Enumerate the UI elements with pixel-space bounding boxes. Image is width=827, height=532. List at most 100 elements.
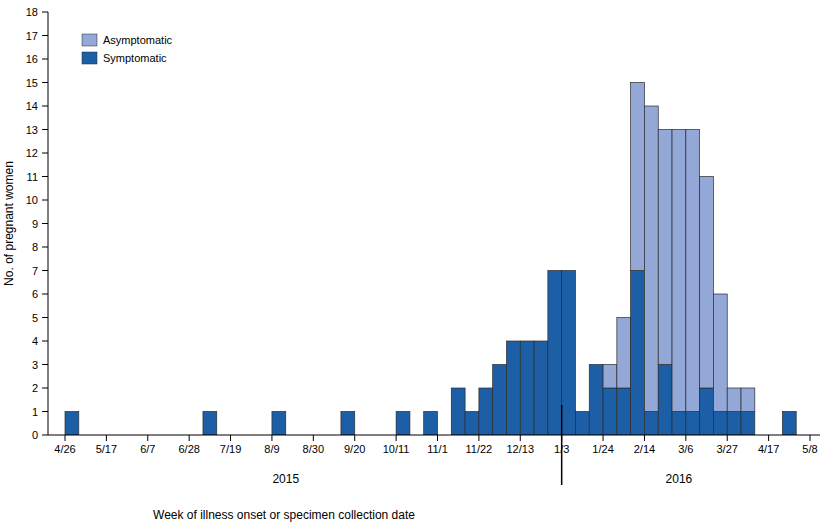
x-tick-label: 2/14 (634, 443, 655, 455)
y-tick-label: 8 (32, 241, 38, 253)
bar-segment (589, 365, 603, 436)
bar-segment (465, 412, 479, 436)
bar-segment (575, 411, 589, 412)
x-tick-label: 9/20 (344, 443, 365, 455)
y-tick-label: 18 (26, 6, 38, 18)
y-tick (42, 270, 48, 271)
bar-segment (479, 388, 493, 435)
x-tick-label: 11/22 (466, 443, 493, 455)
year-label: 2015 (272, 472, 299, 486)
bar-segment (741, 388, 755, 412)
bar-segment (686, 130, 700, 412)
bar-segment (658, 130, 672, 365)
bar-segment (548, 271, 562, 436)
y-tick (42, 106, 48, 107)
legend-swatch (82, 52, 97, 64)
x-tick-label: 11/1 (427, 443, 448, 455)
y-tick (42, 129, 48, 130)
x-tick (354, 435, 355, 441)
x-tick (727, 435, 728, 441)
x-tick-label: 5/8 (802, 443, 817, 455)
bar-segment (603, 388, 617, 435)
bar-segment (272, 412, 286, 436)
x-tick-label: 3/6 (678, 443, 693, 455)
x-tick (189, 435, 190, 441)
y-tick (42, 317, 48, 318)
y-tick-label: 11 (27, 171, 38, 183)
x-tick-label: 10/11 (383, 443, 410, 455)
x-tick (147, 435, 148, 441)
x-tick (313, 435, 314, 441)
x-tick-label: 7/19 (220, 443, 241, 455)
bar-segment (782, 412, 796, 436)
bar-segment (631, 83, 645, 271)
bar-segment (65, 412, 79, 436)
x-tick-label: 6/7 (140, 443, 155, 455)
bar-segment (603, 365, 617, 389)
y-tick-label: 1 (32, 406, 38, 418)
y-tick (42, 223, 48, 224)
bar-segment (644, 106, 658, 412)
bar-segment (658, 365, 672, 436)
bar-segment (727, 388, 741, 412)
bar-segment (741, 412, 755, 436)
bar-segment (493, 364, 507, 365)
x-tick-label: 1/24 (592, 443, 613, 455)
bar-segment (396, 412, 410, 436)
y-tick (42, 247, 48, 248)
bar-segment (493, 365, 507, 436)
year-divider (561, 405, 563, 485)
y-tick-label: 3 (32, 359, 38, 371)
y-tick-label: 0 (32, 429, 38, 441)
y-tick (42, 200, 48, 201)
bar-segment (203, 412, 217, 436)
x-tick (810, 435, 811, 441)
year-label: 2016 (666, 472, 693, 486)
bar-segment (700, 388, 714, 435)
y-tick-label: 13 (26, 124, 38, 136)
x-tick-label: 5/17 (96, 443, 117, 455)
bars (65, 83, 796, 436)
x-tick-label: 6/28 (178, 443, 199, 455)
bar-segment (465, 411, 479, 412)
y-tick (42, 364, 48, 365)
y-tick (42, 153, 48, 154)
legend-label: Asymptomatic (103, 34, 173, 46)
y-axis-label: No. of pregnant women (2, 161, 16, 286)
x-tick-label: 4/26 (54, 443, 75, 455)
bar-segment (396, 411, 410, 412)
y-tick-label: 5 (32, 312, 38, 324)
y-tick (42, 59, 48, 60)
x-tick-label: 8/30 (303, 443, 324, 455)
bar-segment (534, 341, 548, 435)
x-tick-label: 3/27 (717, 443, 738, 455)
x-tick (65, 435, 66, 441)
bar-segment (562, 270, 576, 271)
y-tick-label: 6 (32, 288, 38, 300)
bar-segment (506, 341, 520, 342)
x-tick-label: 4/17 (758, 443, 779, 455)
bar-segment (272, 411, 286, 412)
x-axis (48, 435, 820, 436)
bar-segment (631, 271, 645, 436)
bar-segment (589, 364, 603, 365)
x-tick (437, 435, 438, 441)
bar-segment (341, 412, 355, 436)
bar-segment (575, 412, 589, 436)
x-tick (478, 435, 479, 441)
y-tick (42, 35, 48, 36)
y-axis (48, 12, 49, 435)
bar-segment (672, 130, 686, 412)
y-tick-label: 12 (26, 147, 38, 159)
x-tick (768, 435, 769, 441)
bar-segment (713, 412, 727, 436)
y-tick-label: 7 (32, 265, 38, 277)
bar-segment (520, 341, 534, 342)
y-tick (42, 176, 48, 177)
y-tick (42, 435, 48, 436)
bar-segment (644, 412, 658, 436)
x-tick (644, 435, 645, 441)
y-tick (42, 388, 48, 389)
legend-swatch (82, 34, 97, 46)
bar-segment (672, 412, 686, 436)
